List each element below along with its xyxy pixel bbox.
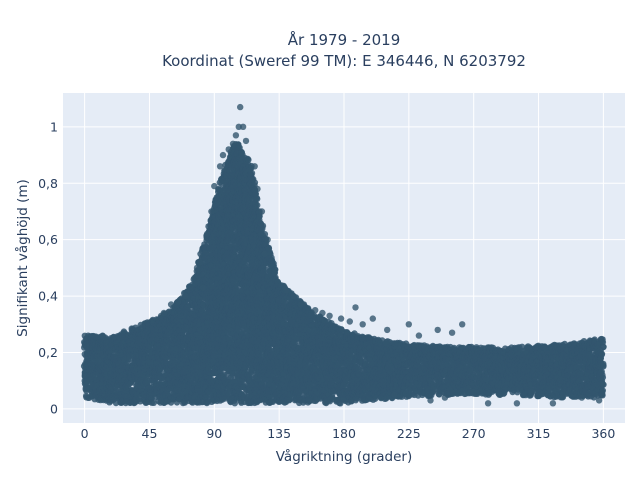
data-points <box>80 103 607 407</box>
scatter-point <box>150 399 157 406</box>
